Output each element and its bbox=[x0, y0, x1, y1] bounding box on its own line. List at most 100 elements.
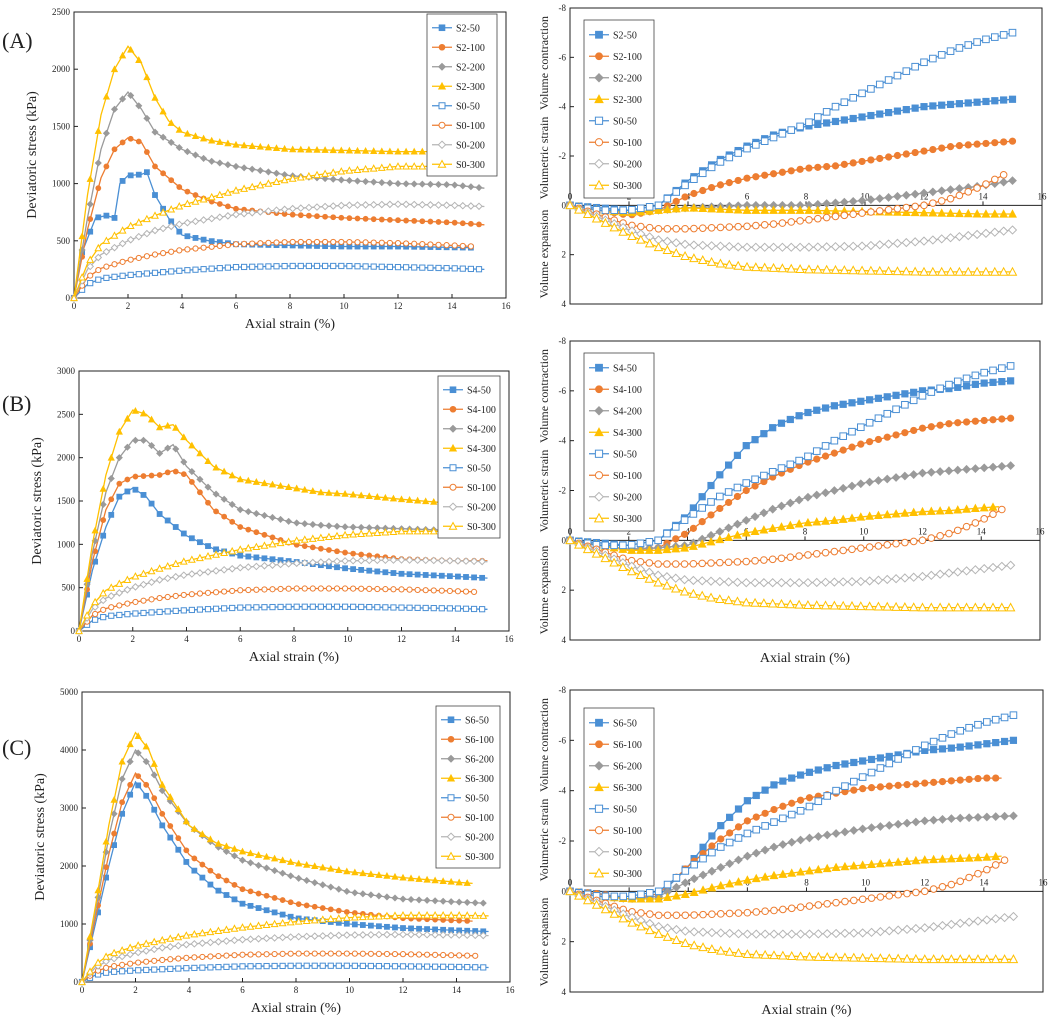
data-point bbox=[821, 264, 832, 274]
data-point bbox=[100, 606, 107, 613]
data-point bbox=[373, 528, 382, 536]
data-point bbox=[383, 871, 391, 879]
data-point bbox=[215, 964, 222, 971]
data-point bbox=[644, 238, 655, 248]
data-point bbox=[224, 161, 232, 169]
data-point bbox=[349, 556, 357, 565]
data-point bbox=[167, 138, 175, 146]
data-point bbox=[135, 967, 142, 974]
data-point bbox=[697, 576, 707, 586]
data-point bbox=[831, 862, 841, 872]
data-point bbox=[223, 892, 230, 898]
data-point bbox=[698, 493, 706, 501]
data-point bbox=[199, 134, 208, 142]
data-point bbox=[882, 509, 892, 519]
data-point bbox=[350, 913, 359, 921]
data-point bbox=[689, 927, 699, 937]
data-point bbox=[134, 218, 143, 226]
data-point bbox=[777, 464, 786, 472]
data-point bbox=[832, 761, 840, 770]
data-point bbox=[313, 145, 321, 153]
data-point bbox=[1008, 954, 1019, 964]
data-point bbox=[423, 875, 431, 883]
data-point bbox=[95, 214, 102, 221]
data-point bbox=[102, 92, 111, 100]
data-point bbox=[443, 242, 450, 249]
data-point bbox=[427, 218, 434, 225]
data-point bbox=[238, 847, 247, 855]
data-point bbox=[357, 556, 366, 565]
data-point bbox=[367, 930, 375, 939]
data-point bbox=[716, 471, 724, 479]
legend-label: S0-50 bbox=[613, 449, 637, 460]
legend-item: S0-50 bbox=[589, 804, 637, 815]
data-point bbox=[100, 532, 107, 539]
legend-item: S6-300 bbox=[441, 774, 494, 785]
data-point bbox=[795, 264, 805, 274]
data-point bbox=[945, 380, 953, 389]
data-point bbox=[902, 203, 911, 212]
data-point bbox=[191, 964, 198, 972]
data-point bbox=[321, 169, 330, 177]
data-point bbox=[928, 954, 939, 964]
legend-label: S4-50 bbox=[613, 363, 637, 374]
data-point bbox=[893, 151, 902, 160]
data-point bbox=[131, 436, 139, 444]
data-point bbox=[127, 271, 134, 278]
data-point bbox=[733, 929, 744, 939]
data-point bbox=[231, 952, 238, 959]
data-point bbox=[375, 892, 383, 900]
data-point bbox=[183, 954, 190, 961]
data-point bbox=[601, 892, 610, 901]
data-point bbox=[742, 486, 750, 495]
legend-label: S0-50 bbox=[613, 116, 637, 127]
y-tick-label: 4000 bbox=[60, 745, 79, 755]
data-point bbox=[346, 238, 353, 246]
x-axis-label: Axial strain (%) bbox=[249, 650, 340, 665]
data-point bbox=[965, 723, 973, 732]
data-point bbox=[946, 919, 957, 930]
data-point bbox=[979, 502, 989, 512]
data-point bbox=[366, 912, 375, 920]
data-point bbox=[741, 597, 752, 607]
data-point bbox=[742, 929, 753, 939]
data-point bbox=[405, 556, 414, 564]
data-point bbox=[964, 41, 973, 49]
data-point bbox=[715, 945, 726, 955]
data-point bbox=[184, 267, 191, 274]
data-point bbox=[814, 163, 822, 171]
data-point bbox=[214, 839, 223, 847]
legend: S6-50S6-100S6-200S6-300S0-50S0-100S0-200… bbox=[435, 705, 501, 869]
data-point bbox=[698, 885, 708, 894]
data-point bbox=[206, 927, 215, 936]
data-point bbox=[407, 874, 415, 882]
data-point bbox=[787, 218, 796, 226]
data-point bbox=[812, 549, 821, 558]
data-point bbox=[279, 962, 286, 970]
data-point bbox=[431, 876, 439, 884]
data-point bbox=[768, 468, 777, 476]
data-point bbox=[965, 742, 973, 750]
x-tick-label: 14 bbox=[977, 526, 987, 536]
data-point bbox=[840, 827, 850, 837]
data-point bbox=[286, 933, 295, 941]
data-point bbox=[351, 962, 358, 969]
data-point bbox=[850, 896, 858, 905]
data-point bbox=[955, 184, 964, 193]
data-point bbox=[326, 931, 335, 940]
data-point bbox=[351, 889, 359, 897]
data-point bbox=[143, 781, 150, 788]
data-point bbox=[873, 601, 884, 611]
data-point bbox=[410, 200, 419, 209]
data-point bbox=[191, 217, 200, 226]
y-axis-label-top: Volume contraction bbox=[537, 698, 551, 792]
y-tick-label: 500 bbox=[57, 236, 71, 246]
series-S0-100 bbox=[78, 950, 479, 986]
data-point bbox=[823, 119, 831, 127]
data-point bbox=[725, 179, 733, 187]
y-tick-label: -8 bbox=[559, 336, 567, 346]
data-point bbox=[319, 881, 327, 889]
y-tick-label: -2 bbox=[559, 151, 567, 161]
legend-label: S2-50 bbox=[613, 30, 637, 41]
data-point bbox=[565, 886, 575, 896]
